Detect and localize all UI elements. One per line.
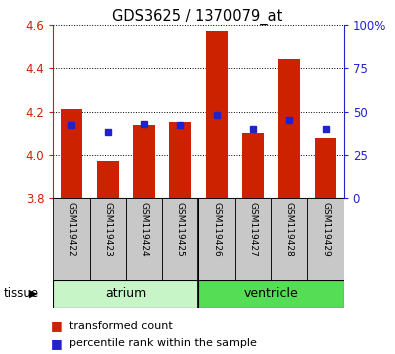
- Text: ■: ■: [51, 337, 63, 350]
- Bar: [242, 133, 264, 198]
- Bar: [199, 198, 235, 280]
- Text: tissue: tissue: [4, 287, 39, 300]
- Bar: [278, 59, 300, 198]
- Text: GSM119428: GSM119428: [285, 202, 294, 257]
- Bar: [97, 161, 118, 198]
- Text: GSM119426: GSM119426: [212, 202, 221, 257]
- Bar: [53, 198, 90, 280]
- Bar: [60, 109, 83, 198]
- Bar: [314, 137, 337, 198]
- Text: GSM119429: GSM119429: [321, 202, 330, 257]
- Bar: [199, 280, 344, 308]
- Text: transformed count: transformed count: [69, 321, 173, 331]
- Text: ▶: ▶: [29, 289, 38, 299]
- Text: GSM119422: GSM119422: [67, 202, 76, 257]
- Bar: [206, 31, 228, 198]
- Bar: [307, 198, 344, 280]
- Bar: [90, 198, 126, 280]
- Bar: [162, 198, 199, 280]
- Text: ■: ■: [51, 319, 63, 332]
- Bar: [133, 125, 155, 198]
- Text: ventricle: ventricle: [244, 287, 299, 300]
- Text: GSM119424: GSM119424: [139, 202, 149, 257]
- Bar: [53, 280, 199, 308]
- Text: GSM119423: GSM119423: [103, 202, 112, 257]
- Bar: [169, 122, 191, 198]
- Text: GSM119425: GSM119425: [176, 202, 185, 257]
- Text: percentile rank within the sample: percentile rank within the sample: [69, 338, 257, 348]
- Text: atrium: atrium: [105, 287, 147, 300]
- Bar: [126, 198, 162, 280]
- Bar: [271, 198, 307, 280]
- Text: GSM119427: GSM119427: [248, 202, 258, 257]
- Text: GDS3625 / 1370079_at: GDS3625 / 1370079_at: [112, 9, 283, 25]
- Bar: [235, 198, 271, 280]
